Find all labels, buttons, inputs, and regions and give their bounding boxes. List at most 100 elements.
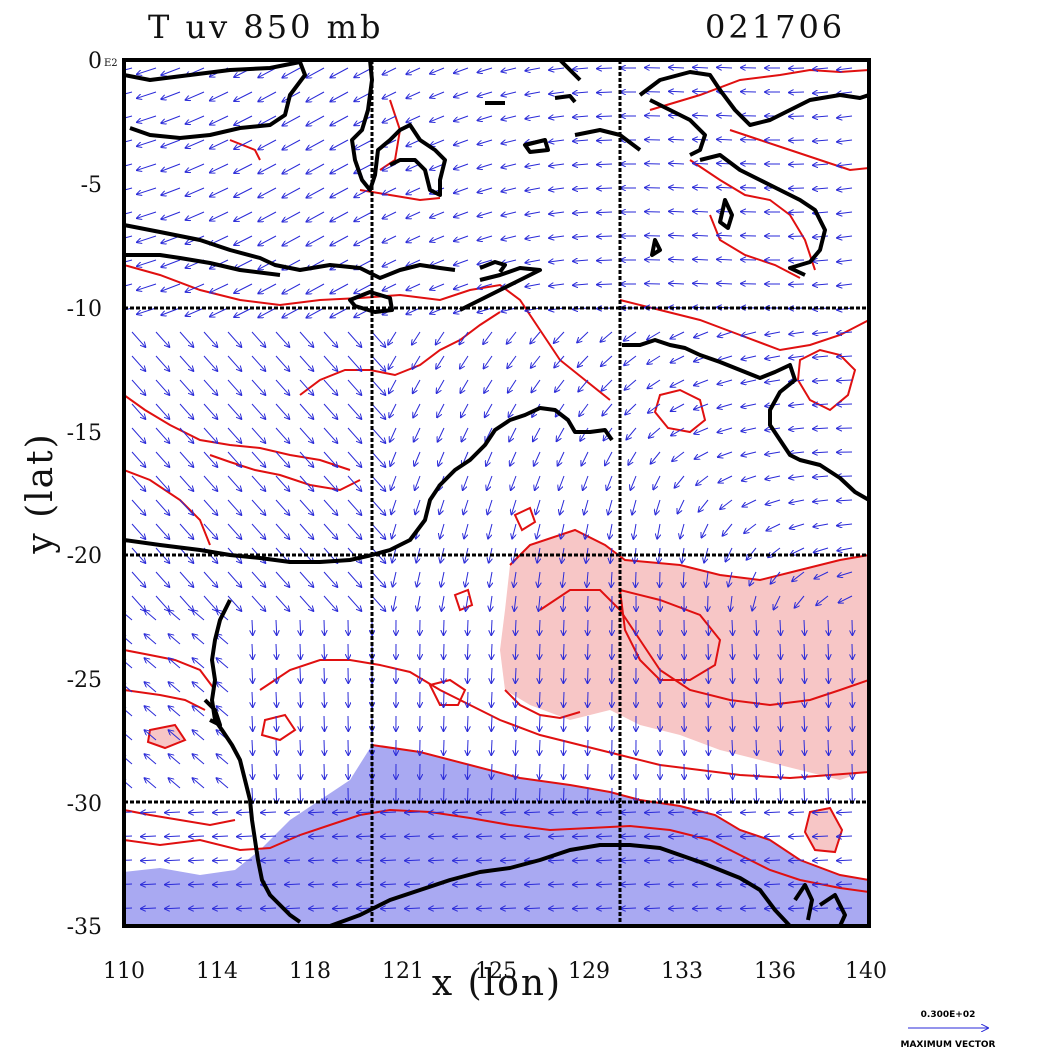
wind-vector (444, 619, 445, 635)
wind-vector (371, 571, 385, 587)
wind-vector (789, 428, 805, 430)
wind-vector (307, 139, 325, 150)
wind-vector (186, 187, 205, 196)
wind-vector (412, 355, 421, 369)
wind-vector (155, 355, 169, 371)
wind-vector (145, 658, 157, 669)
wind-vector (837, 164, 853, 166)
wind-vector (406, 259, 421, 266)
wind-vector (227, 451, 241, 467)
wind-vector (536, 499, 541, 514)
wind-vector (828, 715, 829, 731)
wind-vector (227, 499, 241, 515)
wind-vector (765, 812, 781, 813)
wind-vector (573, 68, 589, 69)
wind-vector (234, 187, 253, 197)
wind-vector (237, 908, 253, 909)
wind-vector (813, 140, 829, 141)
wind-vector (477, 884, 493, 885)
wind-vector (588, 763, 589, 779)
wind-vector (813, 452, 829, 453)
wind-vector (261, 908, 277, 909)
y-tick-label: -30 (67, 792, 102, 817)
wind-vector (413, 403, 421, 417)
wind-vector (213, 884, 229, 885)
wind-vector (357, 836, 373, 837)
wind-vector (559, 475, 565, 490)
wind-vector (813, 524, 829, 527)
wind-vector (837, 380, 853, 381)
wind-vector (693, 235, 709, 236)
wind-vector (597, 836, 613, 837)
wind-vector (307, 67, 325, 78)
wind-vector (227, 475, 241, 491)
wind-vector (461, 403, 469, 417)
wind-vector (726, 547, 733, 562)
wind-vector (789, 404, 805, 406)
wind-vector (261, 860, 277, 861)
wind-vector (417, 595, 420, 611)
wind-vector (347, 451, 361, 467)
wind-vector (258, 211, 277, 221)
wind-vector (179, 355, 193, 371)
x-tick-label: 136 (754, 959, 796, 984)
wind-vector (430, 67, 445, 74)
x-axis-ticks: 110 114 118 121 125 129 133 136 140 (103, 959, 887, 984)
wind-vector (210, 163, 229, 173)
wind-vector (756, 619, 757, 635)
wind-vector (501, 884, 517, 885)
wind-vector (155, 475, 169, 491)
wind-vector (371, 355, 385, 371)
wind-vector (597, 68, 613, 69)
wind-vector (718, 403, 733, 408)
wind-vector (217, 778, 229, 789)
wind-vector (406, 235, 421, 242)
wind-vector (203, 403, 217, 419)
wind-vector (507, 331, 517, 344)
wind-vector (179, 379, 193, 395)
y-tick-label: -25 (67, 668, 102, 693)
wind-vector (453, 884, 469, 885)
wind-vector (718, 355, 733, 360)
wind-vector (549, 116, 565, 118)
wind-vector (680, 523, 685, 538)
wind-vector (124, 211, 133, 215)
wind-vector (309, 812, 325, 813)
legend-label: MAXIMUM VECTOR (900, 1040, 995, 1050)
wind-vector (124, 67, 133, 71)
wind-vector (563, 739, 564, 755)
wind-vector (169, 634, 181, 645)
wind-vector (730, 595, 732, 611)
wind-vector (501, 860, 517, 861)
wind-vector (645, 812, 661, 813)
wind-vector (227, 331, 241, 347)
wind-vector (837, 548, 853, 551)
wind-vector (276, 667, 277, 683)
wind-vector (708, 715, 709, 731)
wind-vector (789, 476, 805, 478)
wind-vector (752, 595, 757, 611)
wind-vector (234, 211, 253, 221)
wind-vector (635, 571, 636, 587)
wind-vector (525, 284, 541, 287)
wind-vector (467, 739, 468, 755)
wind-vector (669, 187, 685, 188)
wind-vector (573, 212, 589, 213)
wind-vector (237, 884, 253, 885)
wind-vector (251, 379, 265, 395)
wind-vector (165, 884, 181, 885)
wind-vector (131, 355, 145, 371)
wind-vector (671, 379, 685, 387)
wind-vector (837, 500, 853, 501)
wind-vector (467, 691, 468, 707)
wind-vector (131, 451, 145, 467)
wind-vector (562, 571, 564, 587)
wind-vector (258, 307, 277, 317)
wind-vector (597, 116, 613, 117)
wind-vector (124, 682, 133, 693)
wind-vector (573, 260, 589, 261)
wind-vector (717, 812, 733, 813)
wind-vector (580, 427, 589, 441)
wind-vector (671, 427, 685, 436)
